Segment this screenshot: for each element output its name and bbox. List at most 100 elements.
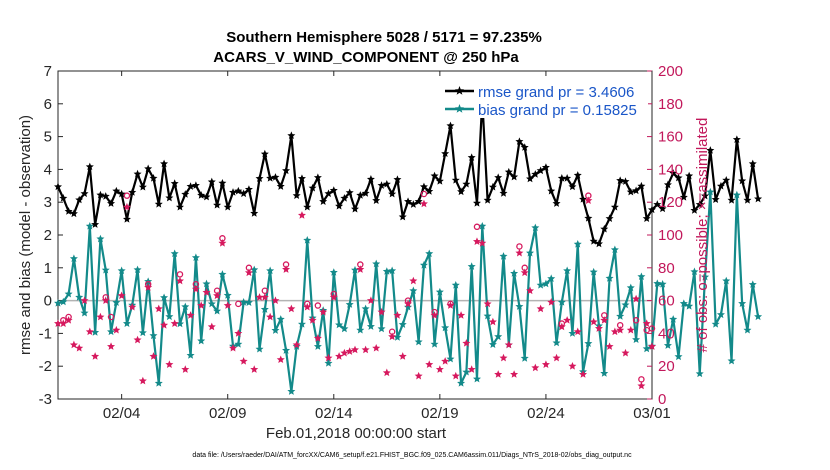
rmse-point [382,179,391,188]
x-axis: 02/04 02/09 02/14 02/19 02/24 03/01 [103,405,671,422]
obs-assimilated-point [244,268,253,277]
bias-point [690,267,699,276]
bias-point [642,344,651,353]
obs-assimilated-point [223,301,232,309]
obs-assimilated-point [112,325,121,334]
obs-assimilated-point [579,370,588,378]
rmse-point [483,196,492,204]
rmse-point [54,182,62,191]
rmse-point [218,178,227,187]
rmse-point [85,162,94,171]
bias-point [170,249,179,258]
x-tick-label: 02/24 [527,405,565,422]
y-tick-label: -1 [39,325,52,342]
rmse-point [457,187,466,196]
obs-assimilated-point [451,371,460,380]
axis-ticks [58,70,653,400]
bias-point [101,265,110,274]
obs-assimilated-point [377,307,386,316]
rmse-point [128,188,137,196]
bias-point [414,337,423,346]
obs-assimilated-point [239,357,248,365]
y-tick-label: 1 [44,260,52,277]
rmse-point [738,176,747,185]
rmse-point [319,197,328,205]
bias-point [202,279,211,288]
rmse-point [260,149,269,158]
obs-assimilated-point [64,316,73,324]
bias-point [732,190,741,199]
bias-point [85,221,94,230]
bias-point [621,300,630,309]
bias-point [255,344,264,353]
legend: rmse grand pr = 3.4606 bias grand pr = 0… [440,82,648,119]
rmse-point [748,159,757,168]
bias-point [75,293,84,301]
bias-point [526,248,535,257]
rmse-point [276,182,285,190]
obs-assimilated-point [510,370,519,378]
obs-assimilated-point [303,302,312,311]
rmse-point [547,186,556,195]
obs-assimilated-point [430,311,439,319]
bias-point [260,305,269,313]
rmse-point [653,200,662,208]
rmse-point [404,197,413,205]
rmse-point [149,174,158,182]
rmse-point [722,176,731,184]
bias-point [488,340,497,348]
y-right-tick-label: 40 [658,325,675,342]
obs-assimilated-point [170,319,179,327]
obs-assimilated-point [175,276,184,285]
bias-point [388,266,397,275]
bias-point [727,356,736,365]
obs-assimilated-point [308,316,317,324]
legend-bias-marker [454,104,465,113]
bias-point [515,302,524,310]
bias-point [96,234,105,243]
bias-point [435,287,444,296]
rmse-point [202,192,211,201]
rmse-point [250,209,259,217]
rmse-point [340,194,349,202]
rmse-point [648,205,656,214]
rmse-point [494,173,503,181]
obs-assimilated-point [393,311,402,319]
chart-title: Southern Hemisphere 5028 / 5171 = 97.235… [226,29,542,46]
plot-frame [57,70,653,400]
rmse-point [186,182,195,190]
obs-assimilated-point [138,376,147,385]
rmse-point [541,163,550,171]
obs-assimilated-point [563,316,572,324]
rmse-point [499,189,508,197]
rmse-point [605,214,614,222]
bias-point [616,312,625,320]
rmse-point [584,214,593,222]
obs-possible-point [235,300,242,308]
rmse-point [303,202,312,211]
bias-point [160,293,169,302]
obs-assimilated-point [462,339,471,347]
bias-point [573,239,582,248]
obs-assimilated-point [165,360,174,368]
bias-point [409,286,418,295]
rmse-point [435,177,444,185]
bias-point [107,327,116,336]
y-right-tick-label: 60 [658,293,675,310]
bias-point [297,320,306,328]
y-right-tick-label: 160 [658,129,683,146]
obs-assimilated-point [69,340,78,349]
bias-point [361,304,370,313]
obs-assimilated-point [557,322,566,331]
rmse-point [107,199,116,207]
obs-possible-point [314,302,322,309]
rmse-point [117,189,126,198]
x-tick-label: 03/01 [633,405,671,422]
bias-point [685,301,694,310]
y-right-tick-label: 180 [658,96,683,113]
rmse-point [727,196,736,204]
bias-point [59,297,68,306]
bias-point [175,319,184,328]
rmse-point [579,195,588,203]
